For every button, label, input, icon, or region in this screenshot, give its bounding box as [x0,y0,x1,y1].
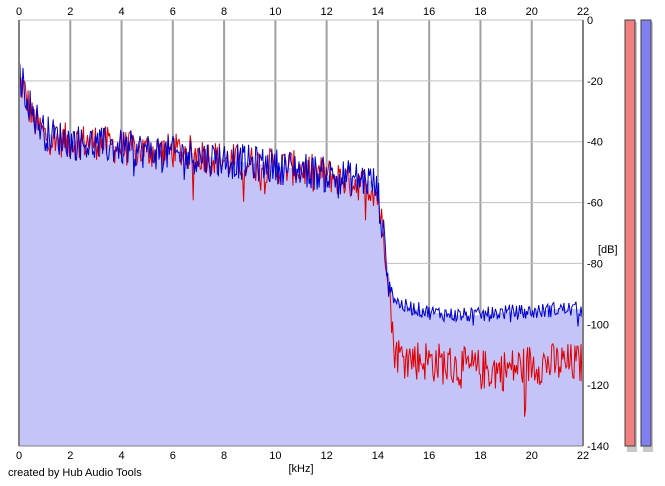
level-meters [624,19,653,452]
series-layer [18,59,584,447]
x-tick-label-bottom: 10 [269,450,281,462]
y-tick-label: -100 [587,319,609,331]
x-tick-label-top: 18 [474,6,486,18]
x-axis-bottom: 0 2 4 6 8 10 12 14 16 18 20 22 [16,450,589,462]
x-tick-label-bottom: 14 [372,450,384,462]
y-tick-label: -40 [587,137,603,149]
y-tick-label: -80 [587,258,603,270]
y-tick-label: -120 [587,380,609,392]
y-axis-label: [dB] [598,244,618,256]
x-tick-label-top: 2 [67,6,73,18]
level-meter-r [640,19,652,447]
plot-frame [18,20,584,447]
x-tick-label-top: 4 [118,6,124,18]
x-tick-label-top: 14 [372,6,384,18]
y-tick-label: -20 [587,76,603,88]
x-tick-label-bottom: 2 [67,450,73,462]
x-tick-label-bottom: 4 [118,450,124,462]
x-tick-label-bottom: 16 [423,450,435,462]
x-tick-label-top: 16 [423,6,435,18]
y-tick-label: -140 [587,441,609,453]
y-tick-label: -60 [587,198,603,210]
x-tick-label-top: 0 [16,6,22,18]
series-line-right [18,59,584,327]
x-axis-label: [kHz] [288,463,313,475]
x-tick-label-top: 8 [221,6,227,18]
level-meter-l [624,19,636,447]
x-tick-label-bottom: 12 [321,450,333,462]
x-tick-label-top: 10 [269,6,281,18]
x-tick-label-top: 12 [321,6,333,18]
x-tick-label-top: 22 [577,6,589,18]
y-tick-label: 0 [587,15,593,27]
x-tick-label-bottom: 18 [474,450,486,462]
x-tick-label-bottom: 0 [16,450,22,462]
x-tick-label-top: 6 [170,6,176,18]
x-tick-label-bottom: 20 [526,450,538,462]
spectrum-fill [19,74,583,447]
y-axis: 0 -20 -40 -60 -80 -100 -120 -140 [587,15,609,453]
x-tick-label-bottom: 6 [170,450,176,462]
credit-text: created by Hub Audio Tools [8,467,142,479]
x-tick-label-bottom: 22 [577,450,589,462]
x-axis-top: 0 2 4 6 8 10 12 14 16 18 20 22 [16,6,589,18]
x-tick-label-top: 20 [526,6,538,18]
x-tick-label-bottom: 8 [221,450,227,462]
